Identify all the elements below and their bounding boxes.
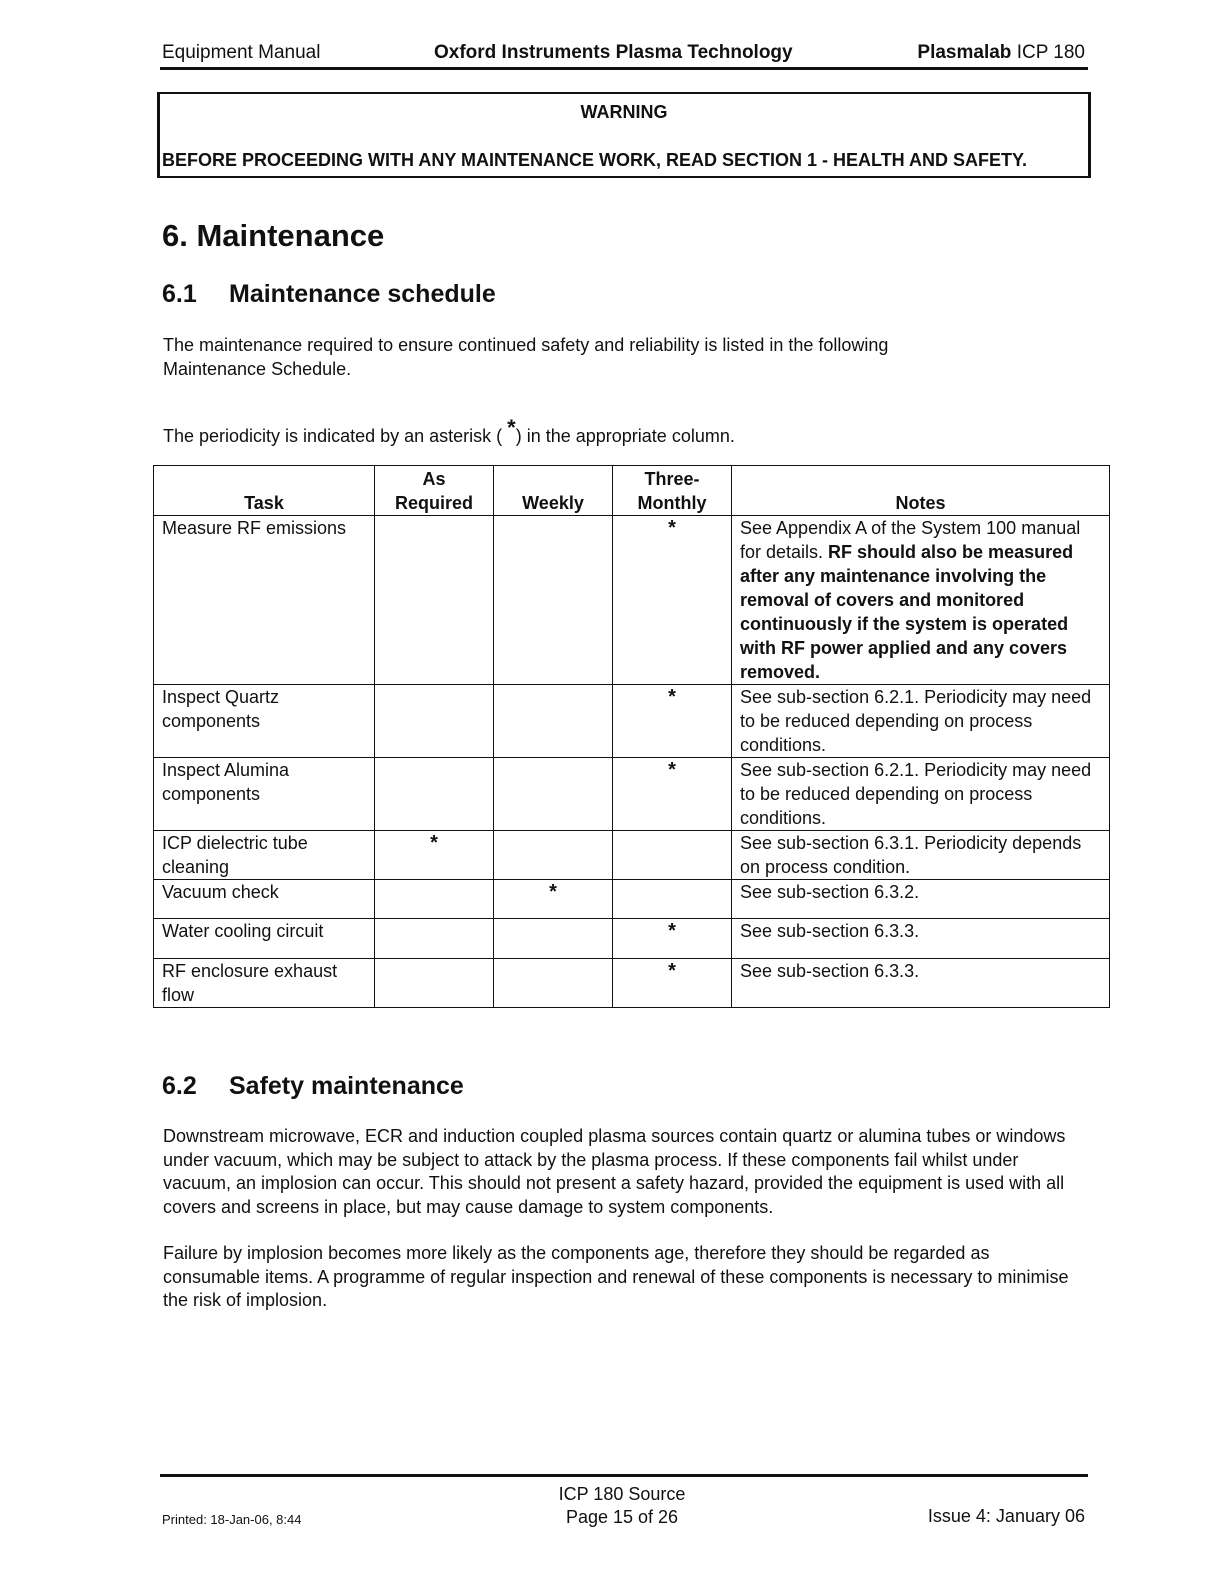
weekly-cell [493,830,613,880]
paragraph: The maintenance required to ensure conti… [163,335,889,379]
warning-box: WARNING BEFORE PROCEEDING WITH ANY MAINT… [157,92,1091,178]
header-brand: Plasmalab [917,42,1012,63]
notes-text: See sub-section 6.3.2. [740,882,920,902]
warning-title: WARNING [580,102,668,122]
three-monthly-cell: * [612,515,732,685]
three-monthly-cell: * [612,958,732,1008]
as-required-cell [374,515,494,685]
as-required-cell [374,684,494,758]
notes-cell: See sub-section 6.2.1. Periodicity may n… [731,757,1110,831]
notes-cell: See sub-section 6.3.1. Periodicity depen… [731,830,1110,880]
footer-center: ICP 180 Source Page 15 of 26 [512,1483,732,1529]
table-row: ICP dielectric tube cleaning * See sub-sec… [153,830,1110,880]
paragraph: Downstream microwave, ECR and induction … [163,1126,1066,1217]
notes-cell: See sub-section 6.3.2. [731,879,1110,919]
section-heading: 6.2 Safety maintenance [162,1072,464,1100]
notes-text: See sub-section 6.3.3. [740,921,920,941]
notes-emphasis: RF should also be measured after any mai… [740,542,1074,682]
as-required-cell [374,879,494,919]
header-rule [160,67,1088,70]
notes-text: See sub-section 6.2.1. Periodicity may n… [740,760,1092,828]
header-left: Equipment Manual [162,42,321,63]
table-row: RF enclosure exhaust flow * See sub-sectio… [153,958,1110,1008]
task-cell: Vacuum check [153,879,375,919]
footer-printed: Printed: 18-Jan-06, 8:44 [162,1512,302,1527]
header-right: Plasmalab ICP 180 [917,42,1085,64]
chapter-title: 6. Maintenance [162,218,385,253]
task-cell: Inspect Quartz components [153,684,375,758]
column-header: Notes [731,465,1110,516]
task-cell: Water cooling circuit [153,918,375,959]
table-row: Water cooling circuit * See sub-section 6.… [153,918,1110,959]
as-required-cell [374,918,494,959]
notes-text: See sub-section 6.3.3. [740,961,920,981]
table-row: Inspect Alumina components * See sub-secti… [153,757,1110,831]
three-monthly-cell [612,830,732,880]
weekly-cell [493,918,613,959]
table-header-row: Task As Required Weekly Three-Monthly No… [153,465,1110,516]
three-monthly-cell [612,879,732,919]
notes-cell: See sub-section 6.3.3. [731,958,1110,1008]
column-header: Three-Monthly [612,465,732,516]
weekly-cell [493,958,613,1008]
task-cell: RF enclosure exhaust flow [153,958,375,1008]
header-model: ICP 180 [1016,42,1085,63]
as-required-cell [374,958,494,1008]
footer-doc-title: ICP 180 Source [558,1484,686,1504]
weekly-cell [493,757,613,831]
notes-cell: See sub-section 6.3.3. [731,918,1110,959]
column-header: As Required [374,465,494,516]
as-required-cell [374,757,494,831]
notes-cell: See Appendix A of the System 100 manual … [731,515,1110,685]
maintenance-schedule-table: Task As Required Weekly Three-Monthly No… [153,465,1110,1008]
notes-text: See sub-section 6.2.1. Periodicity may n… [740,687,1092,755]
table-row: Vacuum check * See sub-section 6.3.2. [153,879,1110,919]
section-heading: 6.1 Maintenance schedule [162,280,496,308]
task-cell: Measure RF emissions [153,515,375,685]
three-monthly-cell: * [612,918,732,959]
paragraph: The periodicity is indicated by an aster… [163,415,735,446]
paragraph: Failure by implosion becomes more likely… [163,1243,1069,1310]
footer-issue: Issue 4: January 06 [927,1506,1085,1526]
weekly-cell [493,515,613,685]
task-cell: ICP dielectric tube cleaning [153,830,375,880]
notes-cell: See sub-section 6.2.1. Periodicity may n… [731,684,1110,758]
table-row: Measure RF emissions * See Appendix A of t… [153,515,1110,685]
weekly-cell: * [493,879,613,919]
page-number: Page 15 of 26 [565,1507,679,1527]
notes-text: See sub-section 6.3.1. Periodicity depen… [740,833,1082,877]
footer-rule [160,1474,1088,1477]
warning-text: BEFORE PROCEEDING WITH ANY MAINTENANCE W… [162,150,1028,170]
three-monthly-cell: * [612,684,732,758]
table-row: Inspect Quartz components * See sub-sectio… [153,684,1110,758]
task-cell: Inspect Alumina components [153,757,375,831]
column-header: Weekly [493,465,613,516]
notes-text: See Appendix A of the System 100 manual … [740,518,1081,562]
three-monthly-cell: * [612,757,732,831]
header-center: Oxford Instruments Plasma Technology [434,42,793,63]
weekly-cell [493,684,613,758]
as-required-cell: * [374,830,494,880]
column-header: Task [153,465,375,516]
